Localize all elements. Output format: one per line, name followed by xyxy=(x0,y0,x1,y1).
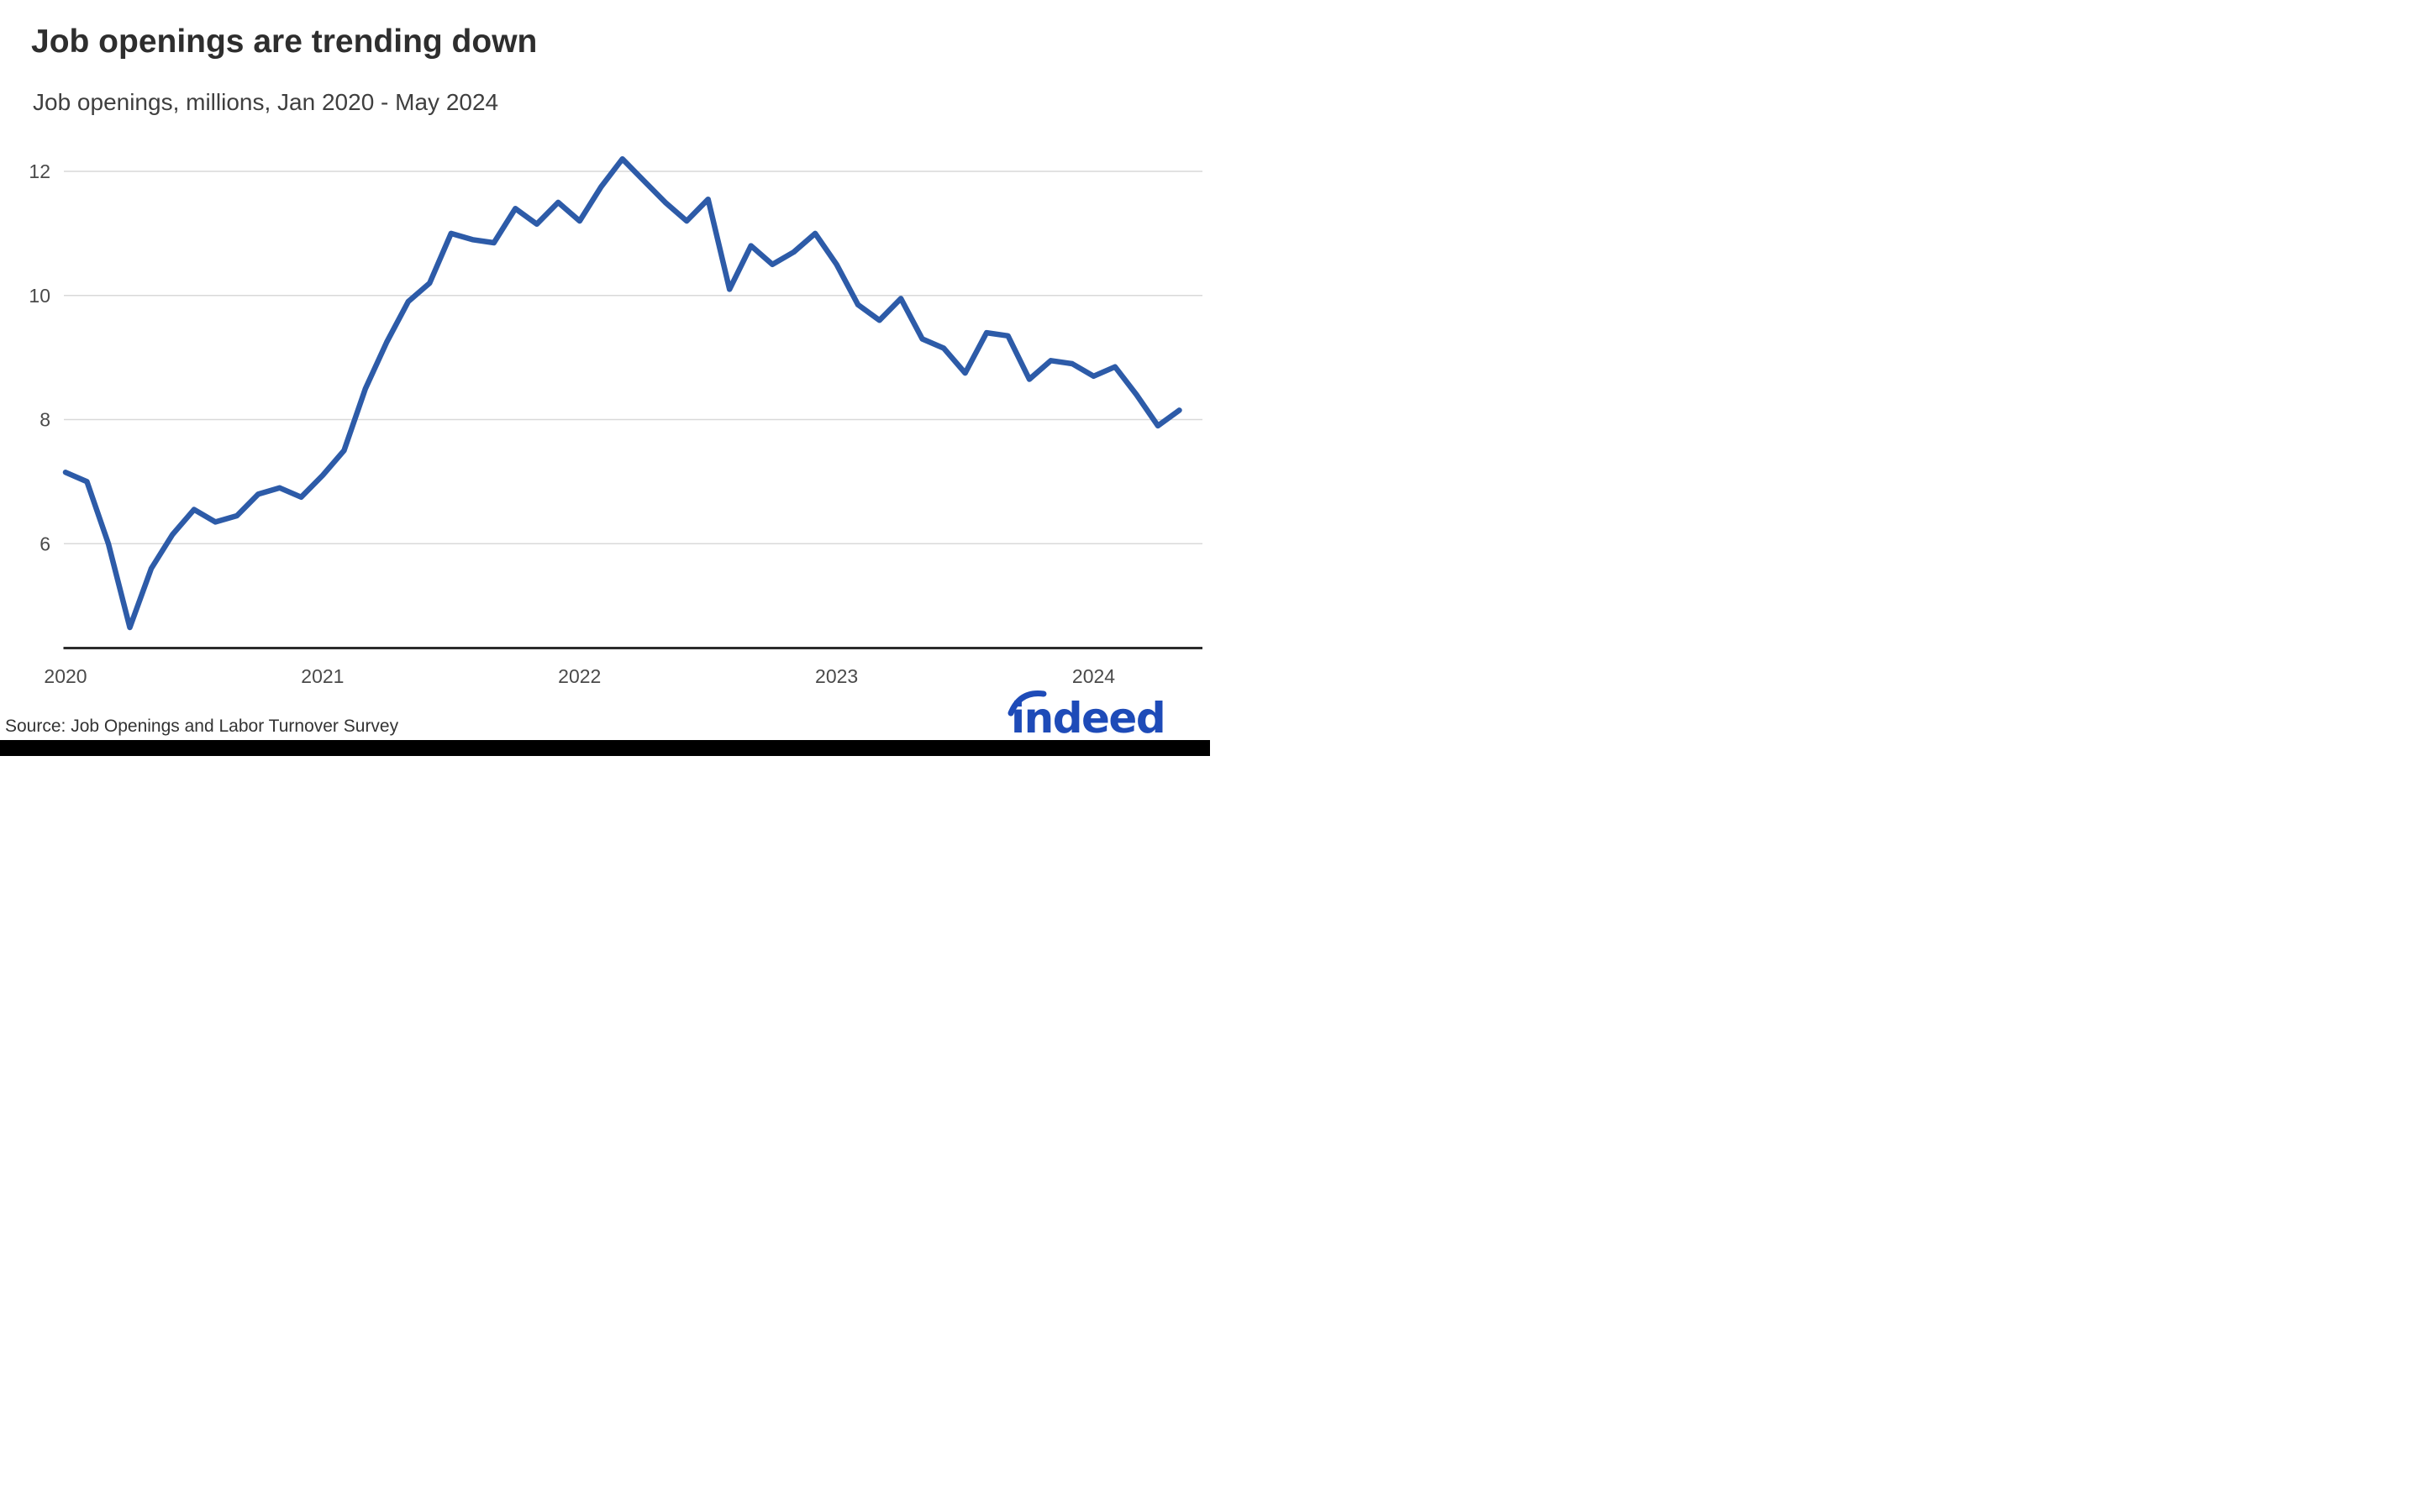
logo-arc-icon xyxy=(1007,690,1047,717)
x-tick-label: 2021 xyxy=(301,665,344,687)
y-tick-label: 10 xyxy=(29,285,50,307)
source-note: Source: Job Openings and Labor Turnover … xyxy=(5,717,399,736)
chart-subtitle: Job openings, millions, Jan 2020 - May 2… xyxy=(33,89,499,115)
page-root: Job openings are trending down Job openi… xyxy=(0,0,1210,756)
x-tick-label: 2023 xyxy=(815,665,858,687)
x-tick-label: 2020 xyxy=(44,665,87,687)
chart-canvas: 12 10 8 6 2020 2021 2022 2023 2024 xyxy=(29,155,1202,687)
x-tick-label: 2024 xyxy=(1072,665,1115,687)
x-tick-label: 2022 xyxy=(558,665,601,687)
y-tick-label: 12 xyxy=(29,160,50,182)
footer-bar xyxy=(0,740,1210,756)
indeed-logo: indeed xyxy=(1007,690,1166,739)
chart-title: Job openings are trending down xyxy=(31,24,538,60)
y-tick-label: 8 xyxy=(39,409,50,431)
job-openings-line xyxy=(62,155,1182,631)
logo-text: indeed xyxy=(1011,694,1165,739)
y-tick-label: 6 xyxy=(39,533,50,554)
